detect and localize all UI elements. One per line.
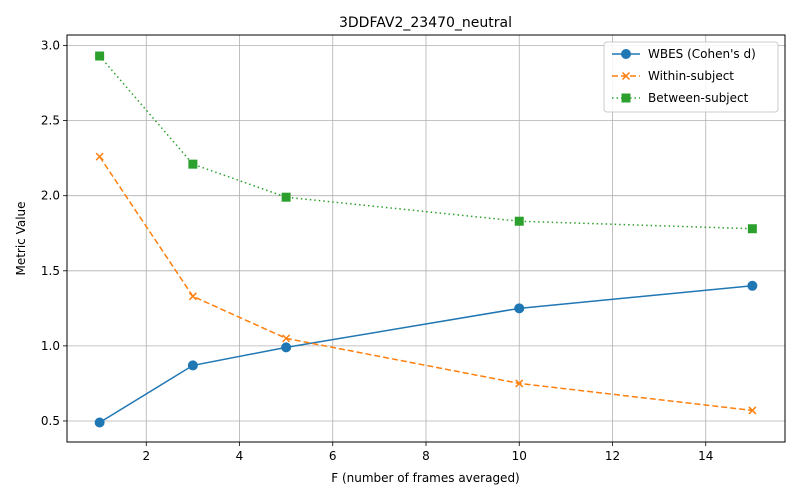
x-tick-label: 6 (329, 449, 337, 463)
legend-item: Between-subject (612, 91, 749, 105)
data-point (514, 216, 524, 226)
legend-label: WBES (Cohen's d) (648, 47, 756, 61)
x-tick-label: 12 (605, 449, 620, 463)
series-3 (95, 51, 757, 234)
grid (67, 35, 785, 442)
series-line (99, 55, 753, 230)
data-point (747, 280, 758, 291)
data-point (515, 379, 524, 388)
y-tick-label: 1.0 (41, 339, 60, 353)
data-point (187, 360, 198, 371)
data-point (282, 334, 291, 343)
data-point (281, 192, 291, 202)
y-tick-label: 2.5 (41, 114, 60, 128)
x-tick-label: 8 (422, 449, 430, 463)
x-tick-label: 10 (512, 449, 527, 463)
data-point (188, 159, 198, 169)
y-tick-label: 1.5 (41, 264, 60, 278)
legend-marker (621, 71, 631, 81)
y-tick-label: 0.5 (41, 414, 60, 428)
data-point (94, 417, 105, 428)
legend-label: Between-subject (648, 91, 749, 105)
y-axis: 0.5 1.0 1.5 2.0 2.5 3.0 (41, 39, 67, 428)
legend-item: Within-subject (612, 69, 734, 83)
x-tick-label: 4 (236, 449, 244, 463)
data-point (747, 224, 757, 234)
x-axis-label: F (number of frames averaged) (331, 471, 520, 485)
legend-item: WBES (Cohen's d) (612, 47, 756, 61)
legend-label: Within-subject (648, 69, 734, 83)
x-tick-label: 2 (142, 449, 150, 463)
data-point (188, 292, 197, 301)
series-2 (95, 152, 757, 415)
y-tick-label: 3.0 (41, 39, 60, 53)
chart-title: 3DDFAV2_23470_neutral (339, 15, 512, 31)
legend: WBES (Cohen's d) Within-subject Between-su… (603, 41, 779, 113)
legend-marker (621, 49, 631, 59)
data-point (514, 303, 525, 314)
x-tick-label: 14 (698, 449, 713, 463)
y-tick-label: 2.0 (41, 189, 60, 203)
legend-box (603, 41, 779, 113)
series-layer (94, 51, 758, 428)
x-axis: 2 4 6 8 10 12 14 (142, 442, 713, 463)
data-point (281, 342, 292, 353)
data-point (95, 51, 105, 61)
y-axis-label: Metric Value (14, 201, 28, 275)
legend-marker (621, 93, 631, 103)
data-point (748, 406, 757, 415)
data-point (95, 152, 104, 161)
series-1 (94, 280, 758, 428)
